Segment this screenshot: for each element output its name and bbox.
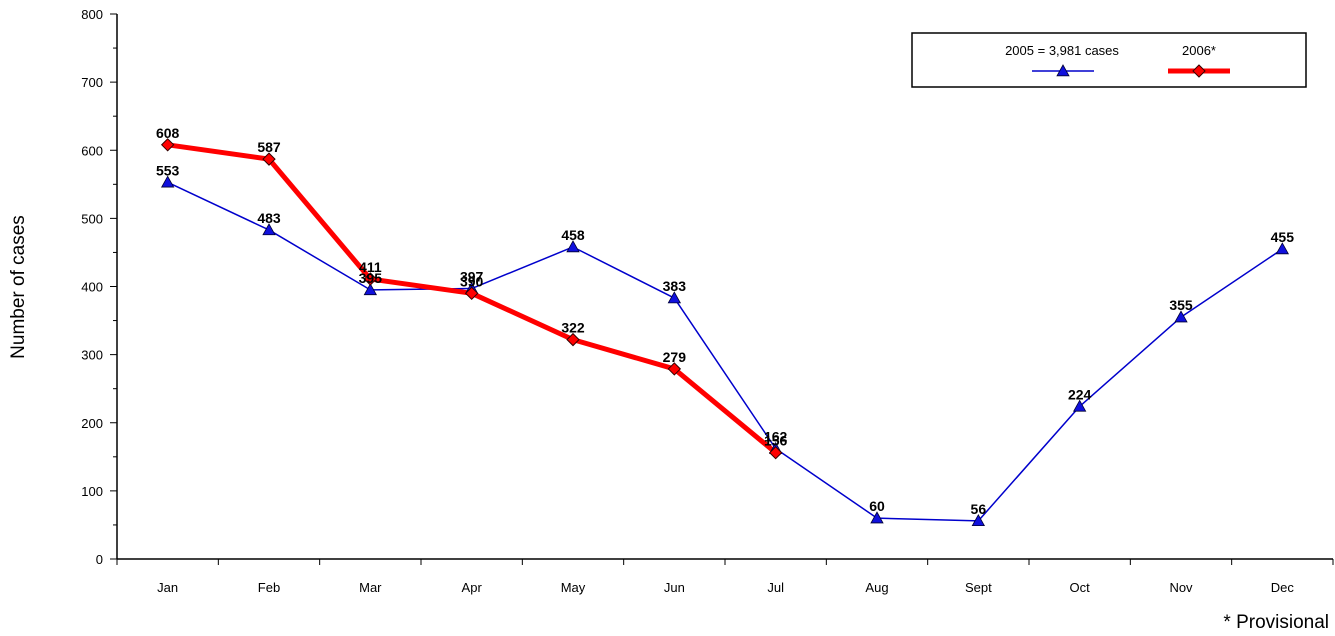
footnote: * Provisional bbox=[1223, 612, 1329, 633]
data-label-2005-feb: 483 bbox=[257, 210, 281, 226]
point-2006-mar bbox=[363, 272, 378, 286]
data-label-2006-may: 322 bbox=[561, 320, 585, 336]
data-label-2005-nov: 355 bbox=[1169, 297, 1193, 313]
data-label-2006-apr: 390 bbox=[460, 273, 484, 289]
data-label-2005-oct: 224 bbox=[1068, 386, 1092, 402]
x-tick-label-aug: Aug bbox=[865, 580, 888, 595]
point-2006-apr bbox=[464, 286, 479, 301]
point-2005-oct bbox=[1072, 399, 1087, 412]
point-2005-dec bbox=[1275, 242, 1290, 255]
legend-label-2005: 2005 = 3,981 cases bbox=[1005, 43, 1119, 58]
y-axis-title: Number of cases bbox=[8, 215, 29, 359]
axes: 0 100 200 300 400 500 600 700 800 Jan Feb Mar Apr May… bbox=[81, 7, 1334, 595]
data-label-2005-jul: 162 bbox=[764, 429, 788, 445]
y-tick-label: 0 bbox=[96, 552, 103, 567]
x-tick-label-apr: Apr bbox=[462, 580, 483, 595]
data-label-2005-jan: 553 bbox=[156, 162, 180, 178]
data-label-2005-mar: 395 bbox=[359, 270, 383, 286]
x-tick-label-jul: Jul bbox=[767, 580, 784, 595]
point-2005-jun bbox=[667, 291, 682, 304]
x-tick-label-jan: Jan bbox=[157, 580, 178, 595]
data-label-2006-jul: 156 bbox=[764, 433, 788, 449]
x-tick-label-may: May bbox=[561, 580, 586, 595]
legend-label-2006: 2006* bbox=[1182, 43, 1216, 58]
y-tick-label: 300 bbox=[81, 348, 103, 363]
point-2006-jul bbox=[768, 446, 783, 460]
y-tick-label: 800 bbox=[81, 7, 103, 22]
y-tick-label: 700 bbox=[81, 75, 103, 90]
x-tick-label-mar: Mar bbox=[359, 580, 382, 595]
point-2005-sept bbox=[971, 514, 986, 527]
point-2006-jun bbox=[667, 362, 682, 376]
data-label-2005-aug: 60 bbox=[869, 498, 885, 514]
data-label-2006-mar: 411 bbox=[359, 259, 382, 275]
y-tick-label: 600 bbox=[81, 143, 103, 158]
x-tick-label-oct: Oct bbox=[1070, 580, 1091, 595]
point-2005-aug bbox=[870, 511, 884, 524]
x-tick-label-sept: Sept bbox=[965, 580, 992, 595]
x-tick-label-jun: Jun bbox=[664, 580, 685, 595]
point-2005-nov bbox=[1174, 310, 1188, 323]
point-2006-jan bbox=[160, 138, 175, 152]
data-label-2005-apr: 397 bbox=[460, 269, 484, 285]
point-2005-may bbox=[566, 240, 580, 253]
data-label-2006-jun: 279 bbox=[663, 349, 687, 365]
y-tick-label: 500 bbox=[81, 211, 103, 226]
series-layer bbox=[160, 138, 1290, 527]
series-line-2005 bbox=[167, 181, 1283, 522]
data-label-2005-sept: 56 bbox=[971, 501, 987, 517]
x-tick-label-nov: Nov bbox=[1169, 580, 1193, 595]
point-2006-feb bbox=[262, 152, 276, 166]
point-2006-may bbox=[566, 332, 580, 347]
point-2005-jan bbox=[160, 175, 175, 188]
data-label-2005-may: 458 bbox=[561, 227, 585, 243]
data-label-2006-jan: 608 bbox=[156, 125, 180, 141]
data-labels-layer: 553 483 395 397 458 383 162 60 56 224 355 455 608 587… bbox=[156, 125, 1294, 517]
x-tick-label-dec: Dec bbox=[1271, 580, 1295, 595]
y-tick-label: 400 bbox=[81, 280, 103, 295]
data-label-2005-jun: 383 bbox=[663, 278, 687, 294]
legend-marker-2005 bbox=[1056, 64, 1070, 77]
legend: 2005 = 3,981 cases 2006* bbox=[911, 32, 1307, 88]
point-2005-feb bbox=[262, 223, 276, 236]
data-label-2005-dec: 455 bbox=[1271, 229, 1295, 245]
legend-marker-2006 bbox=[1192, 64, 1206, 78]
y-tick-label: 200 bbox=[81, 416, 103, 431]
point-2005-mar bbox=[363, 283, 378, 296]
data-label-2006-feb: 587 bbox=[257, 139, 281, 155]
x-tick-label-feb: Feb bbox=[258, 580, 280, 595]
y-tick-label: 100 bbox=[81, 484, 103, 499]
legend-box bbox=[911, 32, 1307, 88]
